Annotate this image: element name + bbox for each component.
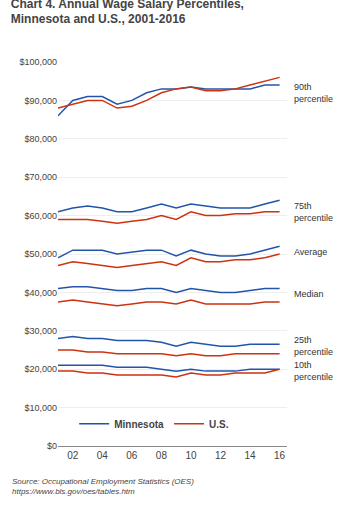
svg-text:$20,000: $20,000 <box>24 364 57 374</box>
svg-text:12: 12 <box>215 450 227 461</box>
svg-text:10thpercentile: 10thpercentile <box>294 360 333 382</box>
svg-text:14: 14 <box>244 450 256 461</box>
svg-text:06: 06 <box>126 450 138 461</box>
svg-text:Minnesota: Minnesota <box>114 419 164 430</box>
svg-text:Median: Median <box>294 289 324 299</box>
svg-text:$40,000: $40,000 <box>24 288 57 298</box>
svg-text:08: 08 <box>156 450 168 461</box>
svg-text:$10,000: $10,000 <box>24 403 57 413</box>
svg-text:Source: Occupational Employmen: Source: Occupational Employment Statisti… <box>12 477 194 496</box>
svg-text:90thpercentile: 90thpercentile <box>294 82 333 104</box>
svg-text:$70,000: $70,000 <box>24 172 57 182</box>
svg-text:75thpercentile: 75thpercentile <box>294 201 333 223</box>
svg-text:$80,000: $80,000 <box>24 134 57 144</box>
svg-text:04: 04 <box>97 450 109 461</box>
svg-text:Chart 4. Annual Wage Salary Pe: Chart 4. Annual Wage Salary Percentiles,… <box>11 0 244 26</box>
svg-text:$100,000: $100,000 <box>19 57 57 67</box>
svg-text:Average: Average <box>294 247 327 257</box>
svg-text:25thpercentile: 25thpercentile <box>294 335 333 357</box>
svg-text:16: 16 <box>274 450 286 461</box>
svg-text:02: 02 <box>67 450 79 461</box>
svg-text:$30,000: $30,000 <box>24 326 57 336</box>
svg-text:$0: $0 <box>47 441 57 451</box>
svg-text:10: 10 <box>185 450 197 461</box>
svg-text:U.S.: U.S. <box>209 419 229 430</box>
svg-text:$90,000: $90,000 <box>24 96 57 106</box>
svg-text:$60,000: $60,000 <box>24 211 57 221</box>
svg-text:$50,000: $50,000 <box>24 249 57 259</box>
